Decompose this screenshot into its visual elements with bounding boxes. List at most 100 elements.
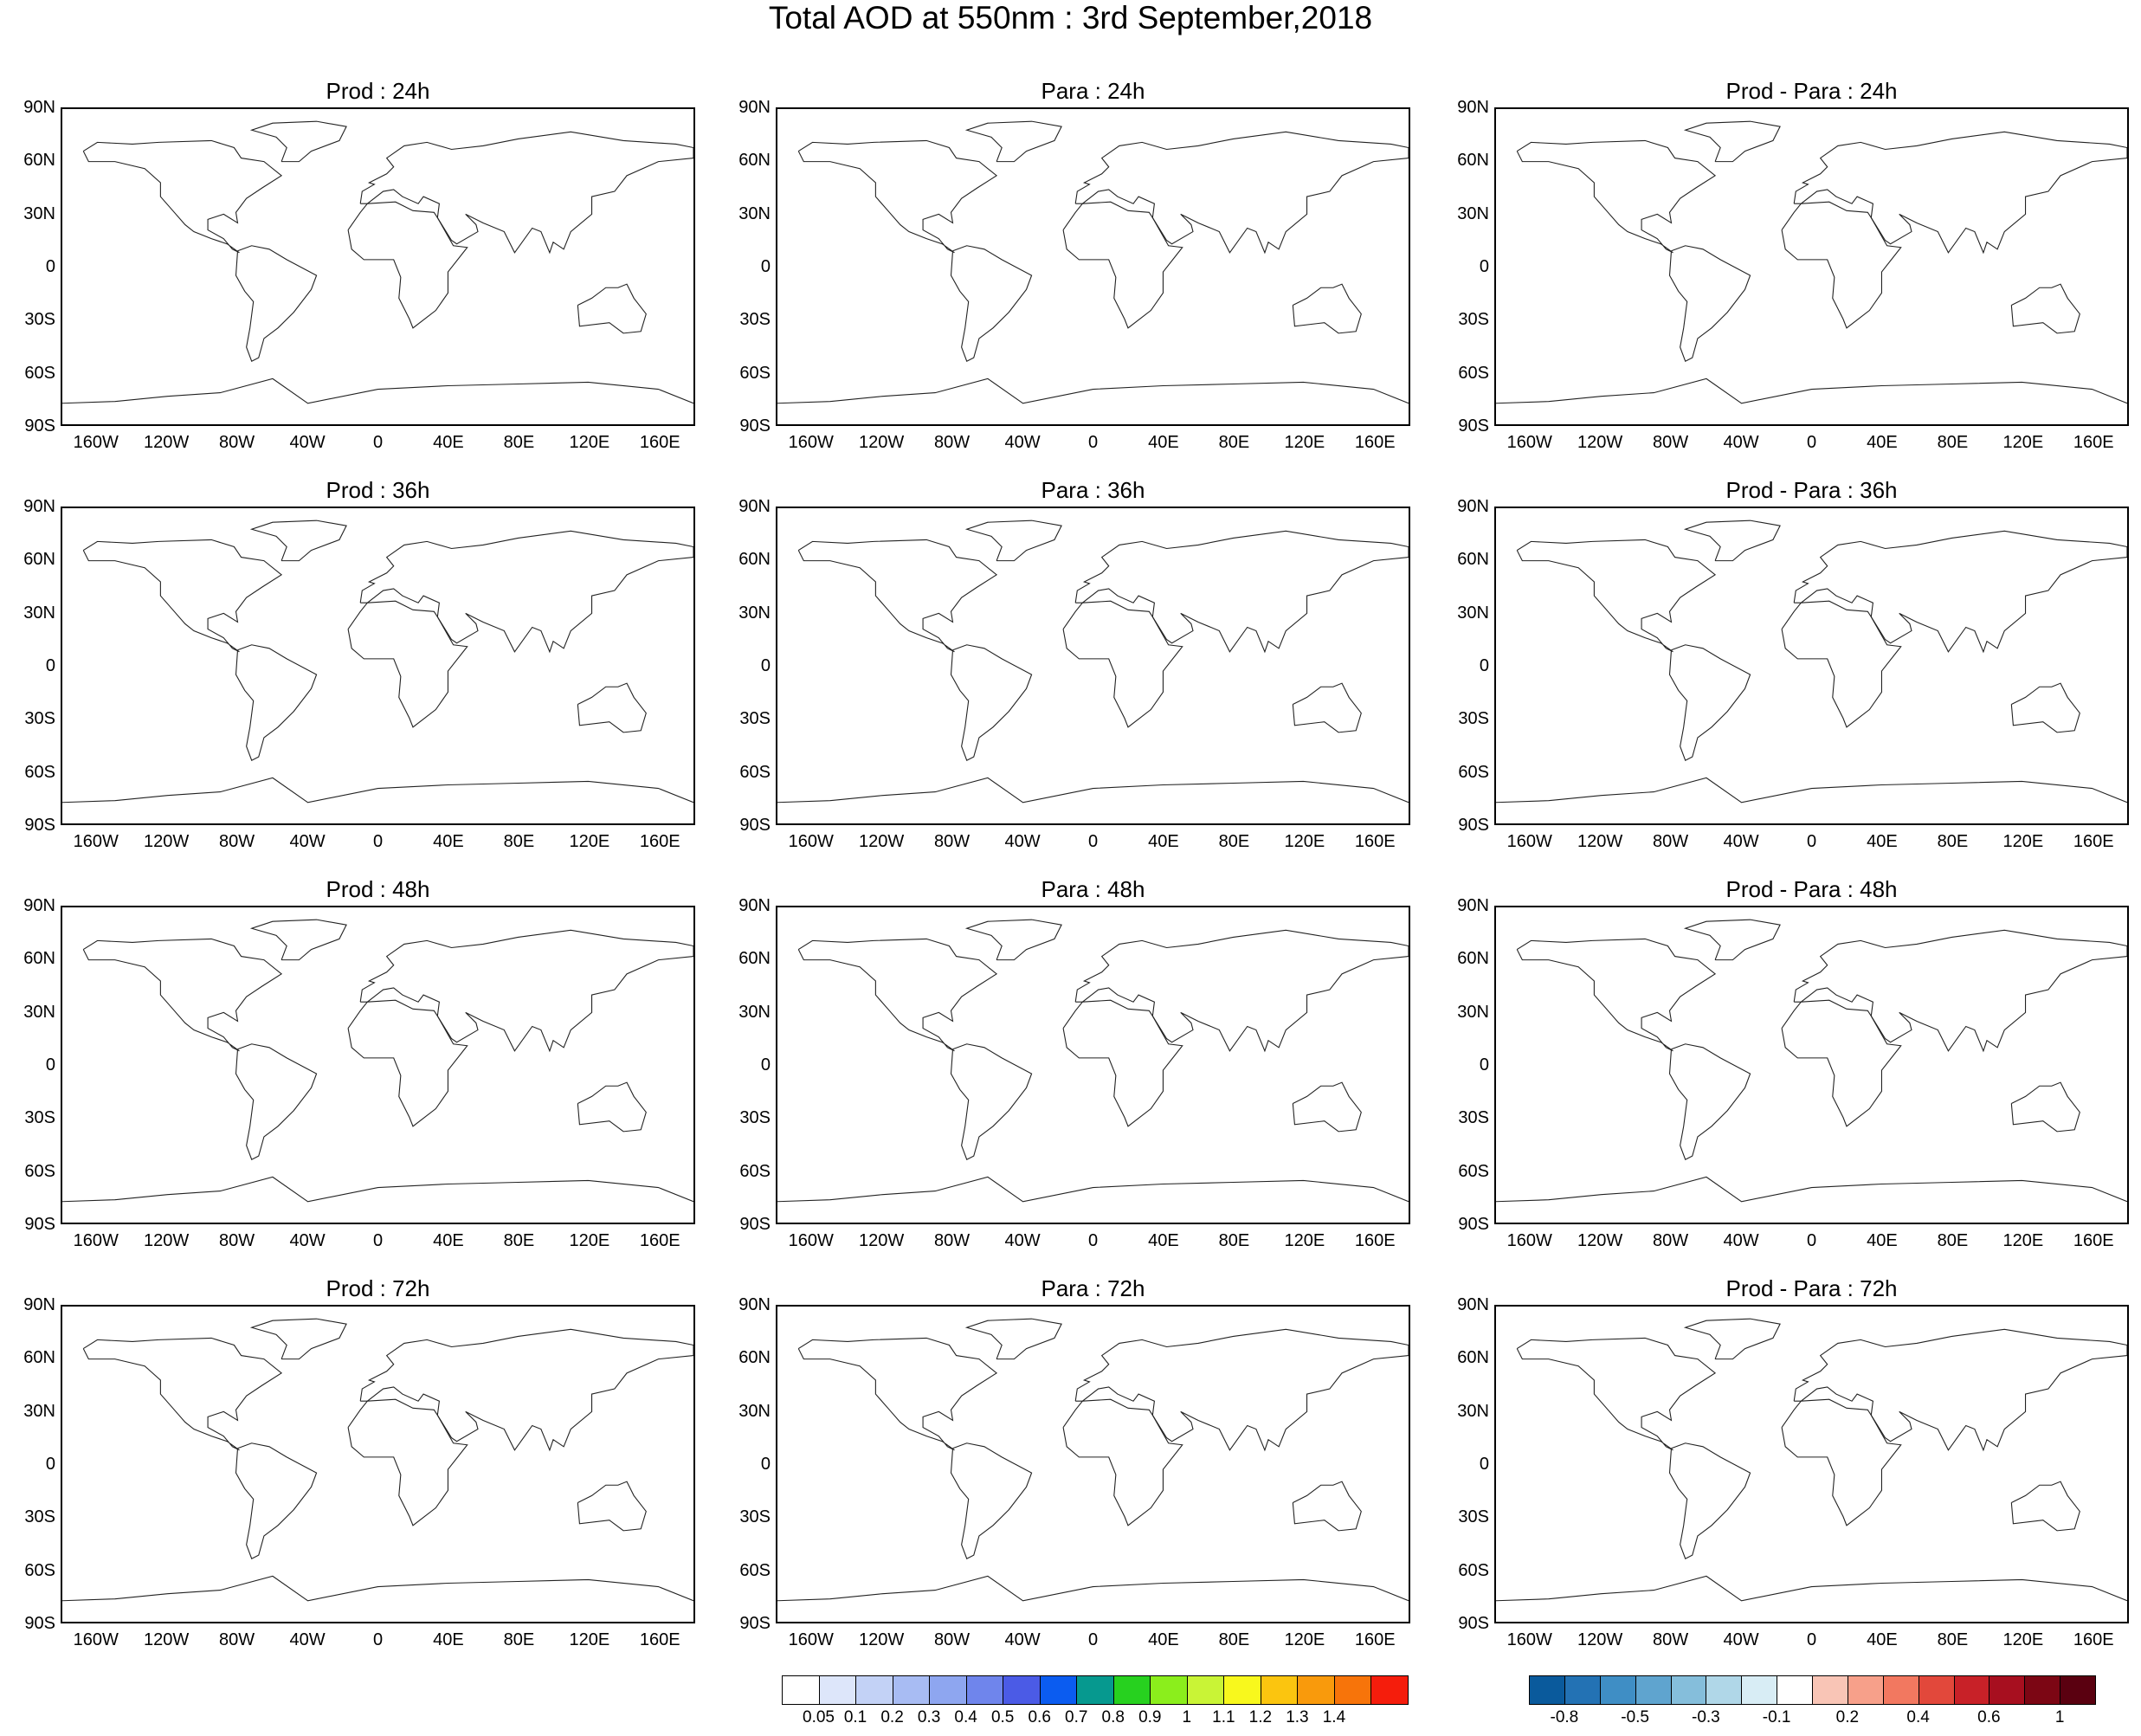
coastline-australia (1292, 283, 1362, 334)
coastline-eurasia (359, 1328, 693, 1452)
panel-title: Para : 24h (1041, 78, 1145, 104)
longitude-tick-label: 80W (219, 1231, 255, 1250)
map-panel: Prod : 48h 90N 60N 30N 0 30S 60S 90S 160W 120W 80W… (23, 876, 695, 1264)
colorbar-swatch (1953, 1675, 1990, 1705)
colorbar-swatch (2024, 1675, 2061, 1705)
colorbar-label: 1 (2054, 1708, 2065, 1726)
coastline-greenland (1683, 520, 1781, 562)
latitude-tick-label: 60S (739, 762, 771, 782)
coastline-africa (1781, 201, 1902, 329)
latitude-tick-label: 0 (1479, 1455, 1489, 1474)
coastline-south-america (1668, 1043, 1751, 1160)
coastline-south-america (235, 1043, 318, 1160)
map-panel: Para : 48h 90N 60N 30N 0 30S 60S 90S 160W 120W 80W… (738, 876, 1410, 1264)
colorbar-label: 0.6 (1028, 1708, 1051, 1726)
coastline-antarctica (777, 1176, 1409, 1203)
colorbar-swatch (1039, 1675, 1078, 1705)
longitude-tick-label: 120E (2002, 433, 2044, 452)
longitude-tick-label: 40E (433, 832, 464, 851)
latitude-tick-label: 30S (24, 1507, 55, 1527)
colorbar-swatch (1989, 1675, 2026, 1705)
longitude-tick-label: 160E (1354, 433, 1396, 452)
longitude-tick-label: 160W (788, 433, 834, 452)
longitude-tick-label: 80W (219, 832, 255, 851)
coastline-antarctica (62, 378, 693, 404)
latitude-tick-label: 60S (739, 363, 771, 383)
longitude-tick-label: 80W (1653, 832, 1689, 851)
longitude-tick-label: 120E (1284, 832, 1325, 851)
coastline-south-america (950, 644, 1033, 761)
longitude-tick-label: 40E (1148, 832, 1179, 851)
coastline-antarctica (777, 378, 1409, 404)
coastline-australia (2010, 682, 2080, 733)
latitude-tick-label: 90S (739, 1215, 771, 1234)
longitude-tick-label: 40W (1723, 832, 1759, 851)
longitude-tick-label: 40W (1004, 832, 1041, 851)
longitude-tick-label: 120E (569, 1630, 610, 1649)
longitude-tick-label: 40W (1004, 433, 1041, 452)
longitude-tick-label: 0 (372, 1630, 384, 1649)
coastline-africa (1781, 1398, 1902, 1526)
longitude-tick-label: 40E (433, 1630, 464, 1649)
coastline-north-america (1516, 938, 1717, 1052)
longitude-tick-label: 80E (1937, 1231, 1969, 1250)
latitude-tick-label: 30S (24, 310, 55, 330)
latitude-tick-label: 90S (1458, 416, 1489, 436)
map-panel: Prod - Para : 36h 90N 60N 30N 0 30S 60S 90S 160W… (1457, 477, 2129, 865)
longitude-tick-label: 40W (1723, 433, 1759, 452)
coastline-eurasia (1074, 530, 1409, 654)
map-frame (1494, 107, 2129, 426)
coastline-north-america (82, 1337, 283, 1451)
longitude-tick-label: 120E (2002, 832, 2044, 851)
longitude-tick-label: 40W (1723, 1630, 1759, 1649)
latitude-tick-label: 30S (1458, 709, 1489, 729)
latitude-tick-label: 0 (45, 257, 55, 276)
longitude-tick-label: 80W (934, 1231, 971, 1250)
colorbar-swatch (1635, 1675, 1672, 1705)
colorbar-swatch (1150, 1675, 1188, 1705)
latitude-tick-label: 30N (1457, 1401, 1489, 1421)
longitude-tick-label: 120W (144, 1630, 190, 1649)
longitude-tick-label: 120W (1577, 433, 1623, 452)
coastline-greenland (964, 1318, 1062, 1360)
longitude-tick-label: 160W (1506, 1630, 1552, 1649)
latitude-tick-label: 90S (24, 816, 55, 835)
longitude-tick-label: 80W (1653, 1231, 1689, 1250)
coastline-greenland (249, 1318, 347, 1360)
coastline-africa (347, 999, 468, 1127)
longitude-tick-label: 0 (1806, 832, 1817, 851)
colorbar-label: 1.2 (1248, 1708, 1273, 1726)
latitude-tick-label: 90N (738, 1295, 771, 1314)
longitude-tick-label: 160W (1506, 433, 1552, 452)
colorbar-label: -0.8 (1550, 1708, 1579, 1726)
map-frame (776, 507, 1410, 825)
colorbar-swatch (1706, 1675, 1743, 1705)
longitude-tick-label: 40W (289, 1231, 326, 1250)
longitude-tick-label: 80E (503, 433, 535, 452)
coastline-africa (1062, 201, 1183, 329)
latitude-tick-label: 30N (738, 603, 771, 623)
coastline-australia (2010, 283, 2080, 334)
longitude-tick-label: 80W (1653, 1630, 1689, 1649)
colorbar-label: 0.2 (1835, 1708, 1860, 1726)
coastline-north-america (797, 1337, 998, 1451)
colorbar-swatch (1847, 1675, 1884, 1705)
coastline-africa (1062, 999, 1183, 1127)
coastline-eurasia (1793, 1328, 2127, 1452)
longitude-tick-label: 160W (1506, 832, 1552, 851)
coastline-eurasia (1074, 1328, 1409, 1452)
longitude-tick-label: 120E (569, 1231, 610, 1250)
longitude-tick-label: 40E (433, 1231, 464, 1250)
longitude-tick-label: 160W (73, 1630, 119, 1649)
longitude-tick-label: 120W (144, 1231, 190, 1250)
colorbar-swatch (1599, 1675, 1636, 1705)
coastline-south-america (950, 245, 1033, 362)
longitude-tick-label: 80E (503, 1630, 535, 1649)
colorbar-label: 0.6 (1977, 1708, 2001, 1726)
latitude-tick-label: 60N (23, 550, 55, 570)
map-panel: Prod : 36h 90N 60N 30N 0 30S 60S 90S 160W 120W 80W… (23, 477, 695, 865)
longitude-tick-label: 80W (1653, 433, 1689, 452)
longitude-tick-label: 0 (372, 433, 384, 452)
colorbar-label: 0.7 (1065, 1708, 1088, 1726)
coastline-eurasia (1793, 131, 2127, 255)
